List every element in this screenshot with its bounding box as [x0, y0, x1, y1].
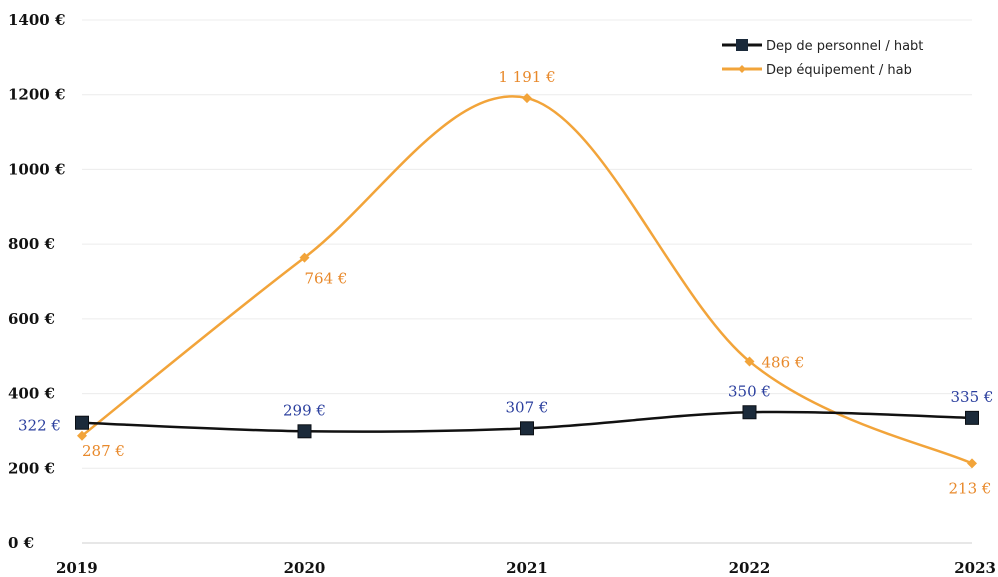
y-tick-label: 600 €	[8, 310, 55, 328]
data-label: 350 €	[728, 382, 771, 400]
data-point-square	[75, 415, 89, 430]
series-layer	[75, 93, 979, 469]
y-tick-label: 400 €	[8, 385, 55, 403]
y-axis: 0 € 200 € 400 € 600 € 800 € 1000 € 1200 € 1400 …	[8, 11, 65, 552]
legend-marker-square	[736, 39, 748, 51]
grid-layer	[82, 19, 972, 544]
legend-label: Dep équipement / hab	[766, 63, 912, 78]
x-tick-label: 2022	[729, 559, 771, 577]
data-point-square	[742, 405, 757, 420]
data-label: 322 €	[18, 417, 61, 435]
data-point-diamond	[77, 430, 87, 441]
y-tick-label: 0 €	[8, 534, 34, 552]
x-tick-label: 2023	[954, 559, 996, 577]
data-label: 335 €	[951, 388, 994, 406]
data-point-diamond	[299, 252, 310, 263]
data-label: 764 €	[305, 270, 348, 288]
legend: Dep de personnel / habt Dep équipement / …	[722, 39, 923, 78]
data-label: 1 191 €	[498, 68, 555, 86]
y-tick-label: 1400 €	[8, 11, 65, 29]
x-tick-label: 2021	[506, 559, 548, 577]
x-tick-label: 2020	[284, 559, 326, 577]
data-label: 213 €	[949, 479, 992, 497]
data-point-square	[297, 424, 312, 439]
data-label: 486 €	[762, 353, 805, 371]
x-axis: 2019 2020 2021 2022 2023	[56, 559, 996, 577]
y-tick-label: 800 €	[8, 235, 55, 253]
x-tick-label: 2019	[56, 559, 98, 577]
data-point-diamond	[522, 93, 532, 104]
y-tick-label: 1000 €	[8, 160, 65, 178]
legend-marker-diamond	[738, 65, 746, 73]
data-label: 287 €	[82, 442, 125, 460]
data-point-diamond	[967, 458, 977, 469]
y-tick-label: 200 €	[8, 459, 55, 477]
data-label: 299 €	[283, 401, 326, 419]
data-point-square	[965, 410, 979, 425]
data-point-square	[520, 421, 534, 436]
data-label: 307 €	[506, 398, 549, 416]
legend-label: Dep de personnel / habt	[766, 39, 923, 54]
data-point-diamond	[744, 356, 755, 367]
data-labels: 322 € 299 € 307 € 350 € 335 € 287 € 764 € 1 191…	[18, 68, 993, 497]
y-tick-label: 1200 €	[8, 86, 65, 104]
